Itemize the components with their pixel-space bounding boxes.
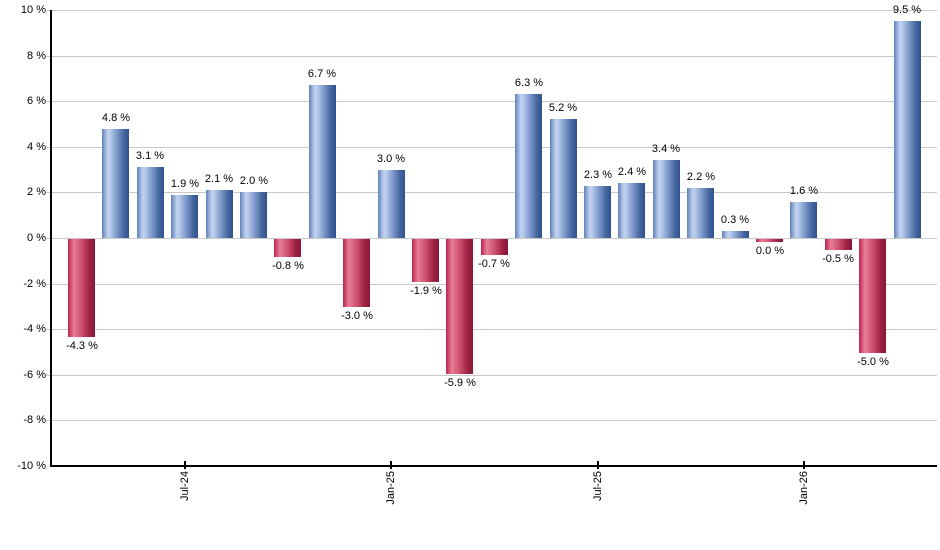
bar[interactable]	[309, 85, 336, 238]
bar-value-label: 2.3 %	[583, 169, 613, 181]
bar[interactable]	[722, 231, 749, 238]
x-axis-tick-mark	[597, 461, 599, 469]
x-axis-tick-mark	[184, 461, 186, 469]
y-axis-tick-label: -2 %	[23, 278, 46, 290]
bar[interactable]	[68, 239, 95, 337]
bar-value-label: 3.4 %	[651, 143, 681, 155]
bar-value-label: 1.9 %	[170, 178, 200, 190]
x-axis-tick-label: Jul-24	[179, 471, 191, 501]
gridline	[46, 329, 937, 330]
bar-value-label: 0.3 %	[720, 214, 750, 226]
x-axis-tick-label: Jul-25	[592, 471, 604, 501]
bar-value-label: 2.1 %	[204, 173, 234, 185]
bar[interactable]	[240, 192, 267, 238]
bar-value-label: -5.0 %	[857, 356, 889, 368]
gridline	[46, 10, 937, 11]
bar-value-label: 9.5 %	[892, 4, 922, 16]
bar-value-label: -0.8 %	[272, 260, 304, 272]
y-axis-tick-label: 4 %	[27, 141, 46, 153]
bar[interactable]	[515, 94, 542, 238]
bar[interactable]	[412, 239, 439, 282]
y-axis-tick-label: 6 %	[27, 95, 46, 107]
gridline	[46, 56, 937, 57]
bar[interactable]	[171, 195, 198, 238]
bar-value-label: -0.5 %	[822, 253, 854, 265]
bar[interactable]	[790, 202, 817, 238]
bar-value-label: 6.7 %	[307, 68, 337, 80]
bar-value-label: -0.7 %	[478, 258, 510, 270]
bar-value-label: 4.8 %	[101, 112, 131, 124]
bar-value-label: 2.0 %	[239, 175, 269, 187]
bar[interactable]	[618, 183, 645, 238]
gridline	[46, 238, 937, 239]
x-axis-tick-mark	[803, 461, 805, 469]
y-axis-tick-label: 2 %	[27, 186, 46, 198]
bar[interactable]	[894, 21, 921, 238]
bar[interactable]	[206, 190, 233, 238]
gridline	[46, 101, 937, 102]
x-axis-line	[50, 465, 937, 467]
x-axis-tick-label: Jan-26	[798, 471, 810, 505]
bar-value-label: -4.3 %	[66, 340, 98, 352]
bar[interactable]	[687, 188, 714, 238]
gridline	[46, 375, 937, 376]
bar-value-label: 5.2 %	[548, 102, 578, 114]
bar-value-label: 0.0 %	[755, 245, 785, 257]
bar[interactable]	[102, 129, 129, 238]
bar[interactable]	[550, 119, 577, 238]
bar-value-label: 2.4 %	[617, 166, 647, 178]
bar-value-label: -1.9 %	[410, 285, 442, 297]
bar[interactable]	[481, 239, 508, 255]
bar[interactable]	[378, 170, 405, 238]
bar[interactable]	[343, 239, 370, 307]
bar-value-label: -5.9 %	[444, 377, 476, 389]
bar[interactable]	[446, 239, 473, 374]
y-axis-tick-label: -4 %	[23, 323, 46, 335]
bar[interactable]	[825, 239, 852, 250]
bar-value-label: 3.1 %	[135, 150, 165, 162]
y-axis-spine	[50, 10, 52, 467]
bar-value-label: 2.2 %	[686, 171, 716, 183]
gridline	[46, 420, 937, 421]
bar[interactable]	[653, 160, 680, 238]
bar-value-label: 1.6 %	[789, 185, 819, 197]
y-axis-tick-label: -10 %	[17, 460, 46, 472]
y-axis-tick-label: -6 %	[23, 369, 46, 381]
bar[interactable]	[584, 186, 611, 238]
bar-value-label: 6.3 %	[514, 77, 544, 89]
bar-value-label: 3.0 %	[376, 153, 406, 165]
x-axis-tick-label: Jan-25	[385, 471, 397, 505]
bar[interactable]	[274, 239, 301, 257]
bar-value-label: -3.0 %	[341, 310, 373, 322]
y-axis-tick-label: 8 %	[27, 50, 46, 62]
gridline	[46, 147, 937, 148]
gridline	[46, 284, 937, 285]
bar[interactable]	[859, 239, 886, 353]
bar[interactable]	[756, 239, 783, 242]
y-axis-tick-label: -8 %	[23, 414, 46, 426]
y-axis-tick-label: 10 %	[20, 4, 46, 16]
gridline	[46, 192, 937, 193]
y-axis-tick-label: 0 %	[27, 232, 46, 244]
x-axis-tick-mark	[390, 461, 392, 469]
bar[interactable]	[137, 167, 164, 238]
